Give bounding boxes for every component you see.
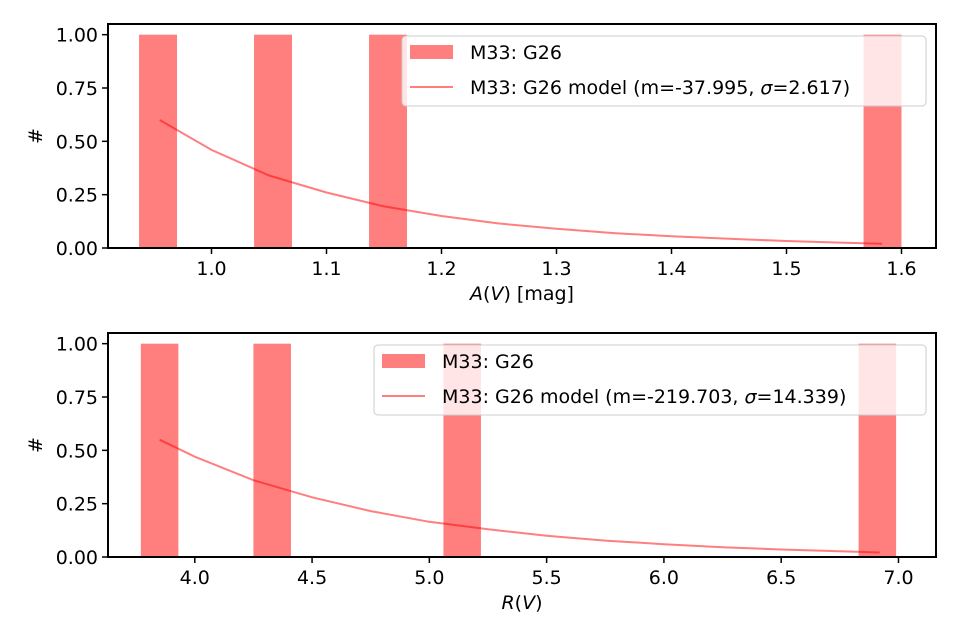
model-curve <box>159 438 880 554</box>
x-tick-label: 1.1 <box>311 258 341 280</box>
x-axis-label-part: ( <box>483 283 490 305</box>
x-tick-label: 6.5 <box>766 567 796 589</box>
legend: M33: G26 M33: G26 model (m=-219.703, σ=14… <box>373 344 927 416</box>
legend-sigma-symbol: σ <box>745 386 758 408</box>
axes-frame <box>107 23 937 249</box>
histogram-bar-1 <box>253 343 291 557</box>
legend: M33: G26 M33: G26 model (m=-37.995, σ=2.6… <box>401 35 927 107</box>
x-axis-label-part: R <box>501 592 514 614</box>
histogram-bar-2 <box>369 34 407 248</box>
legend-bar-label: M33: G26 <box>442 351 534 373</box>
x-tick-label: 5.0 <box>414 567 444 589</box>
legend-model-suffix: =14.339) <box>757 386 847 408</box>
x-axis-label-part: ) <box>535 592 542 614</box>
panel-ratio-rv: 4.0 4.5 5.0 5.5 6.0 6.5 7.0 0.00 0.25 0.50 0.75 1.0… <box>25 332 937 614</box>
x-axis-label-part: ) [mag] <box>503 283 574 305</box>
x-axis-label: R(V) <box>501 592 542 614</box>
legend-box <box>373 344 927 416</box>
histogram-bar-1 <box>254 34 292 248</box>
model-curve <box>159 119 883 245</box>
x-tick-label: 1.0 <box>196 258 226 280</box>
legend-sigma-symbol: σ <box>760 77 773 99</box>
x-tick-label: 1.6 <box>886 258 916 280</box>
x-axis-label-part: V <box>522 592 537 614</box>
legend-bar-label: M33: G26 <box>470 42 562 64</box>
x-tick-label: 1.2 <box>426 258 456 280</box>
x-tick-label: 5.5 <box>532 567 562 589</box>
x-tick-label: 1.4 <box>656 258 686 280</box>
histogram-bar-0 <box>139 34 177 248</box>
y-tick-label: 0.00 <box>56 238 98 260</box>
y-axis-label: # <box>25 437 47 453</box>
y-tick-label: 0.25 <box>56 185 98 207</box>
legend-model-label: M33: G26 model (m=-219.703, σ=14.339) <box>442 386 846 408</box>
y-tick-label: 0.25 <box>56 494 98 516</box>
legend-model-prefix: M33: G26 model (m=-219.703, <box>442 386 745 408</box>
x-axis-label-part: V <box>490 283 505 305</box>
y-tick-label: 1.00 <box>56 334 98 356</box>
axes-frame <box>107 332 937 558</box>
x-axis-label-part: A <box>468 283 483 305</box>
x-tick-label: 1.3 <box>541 258 571 280</box>
histogram-bar-0 <box>140 343 179 557</box>
y-tick-label: 0.50 <box>56 440 98 462</box>
x-tick-label: 4.0 <box>180 567 210 589</box>
panel-extinction-av: 1.0 1.1 1.2 1.3 1.4 1.5 1.6 0.00 0.25 0.50 0.75 1.0… <box>25 23 937 305</box>
x-tick-label: 7.0 <box>883 567 913 589</box>
legend-model-suffix: =2.617) <box>772 77 850 99</box>
y-tick-label: 0.00 <box>56 547 98 569</box>
y-axis-label: # <box>25 128 47 144</box>
y-tick-label: 0.75 <box>56 387 98 409</box>
legend-model-prefix: M33: G26 model (m=-37.995, <box>470 77 760 99</box>
x-axis-label: A(V) [mag] <box>468 283 574 305</box>
y-tick-label: 1.00 <box>56 25 98 47</box>
y-tick-label: 0.75 <box>56 78 98 100</box>
x-axis-label-part: ( <box>515 592 522 614</box>
legend-bar-swatch <box>382 354 425 368</box>
legend-model-label: M33: G26 model (m=-37.995, σ=2.617) <box>470 77 850 99</box>
x-tick-label: 4.5 <box>297 567 327 589</box>
legend-box <box>401 35 927 107</box>
y-tick-label: 0.50 <box>56 131 98 153</box>
x-tick-label: 6.0 <box>649 567 679 589</box>
legend-bar-swatch <box>410 45 453 59</box>
x-tick-label: 1.5 <box>771 258 801 280</box>
